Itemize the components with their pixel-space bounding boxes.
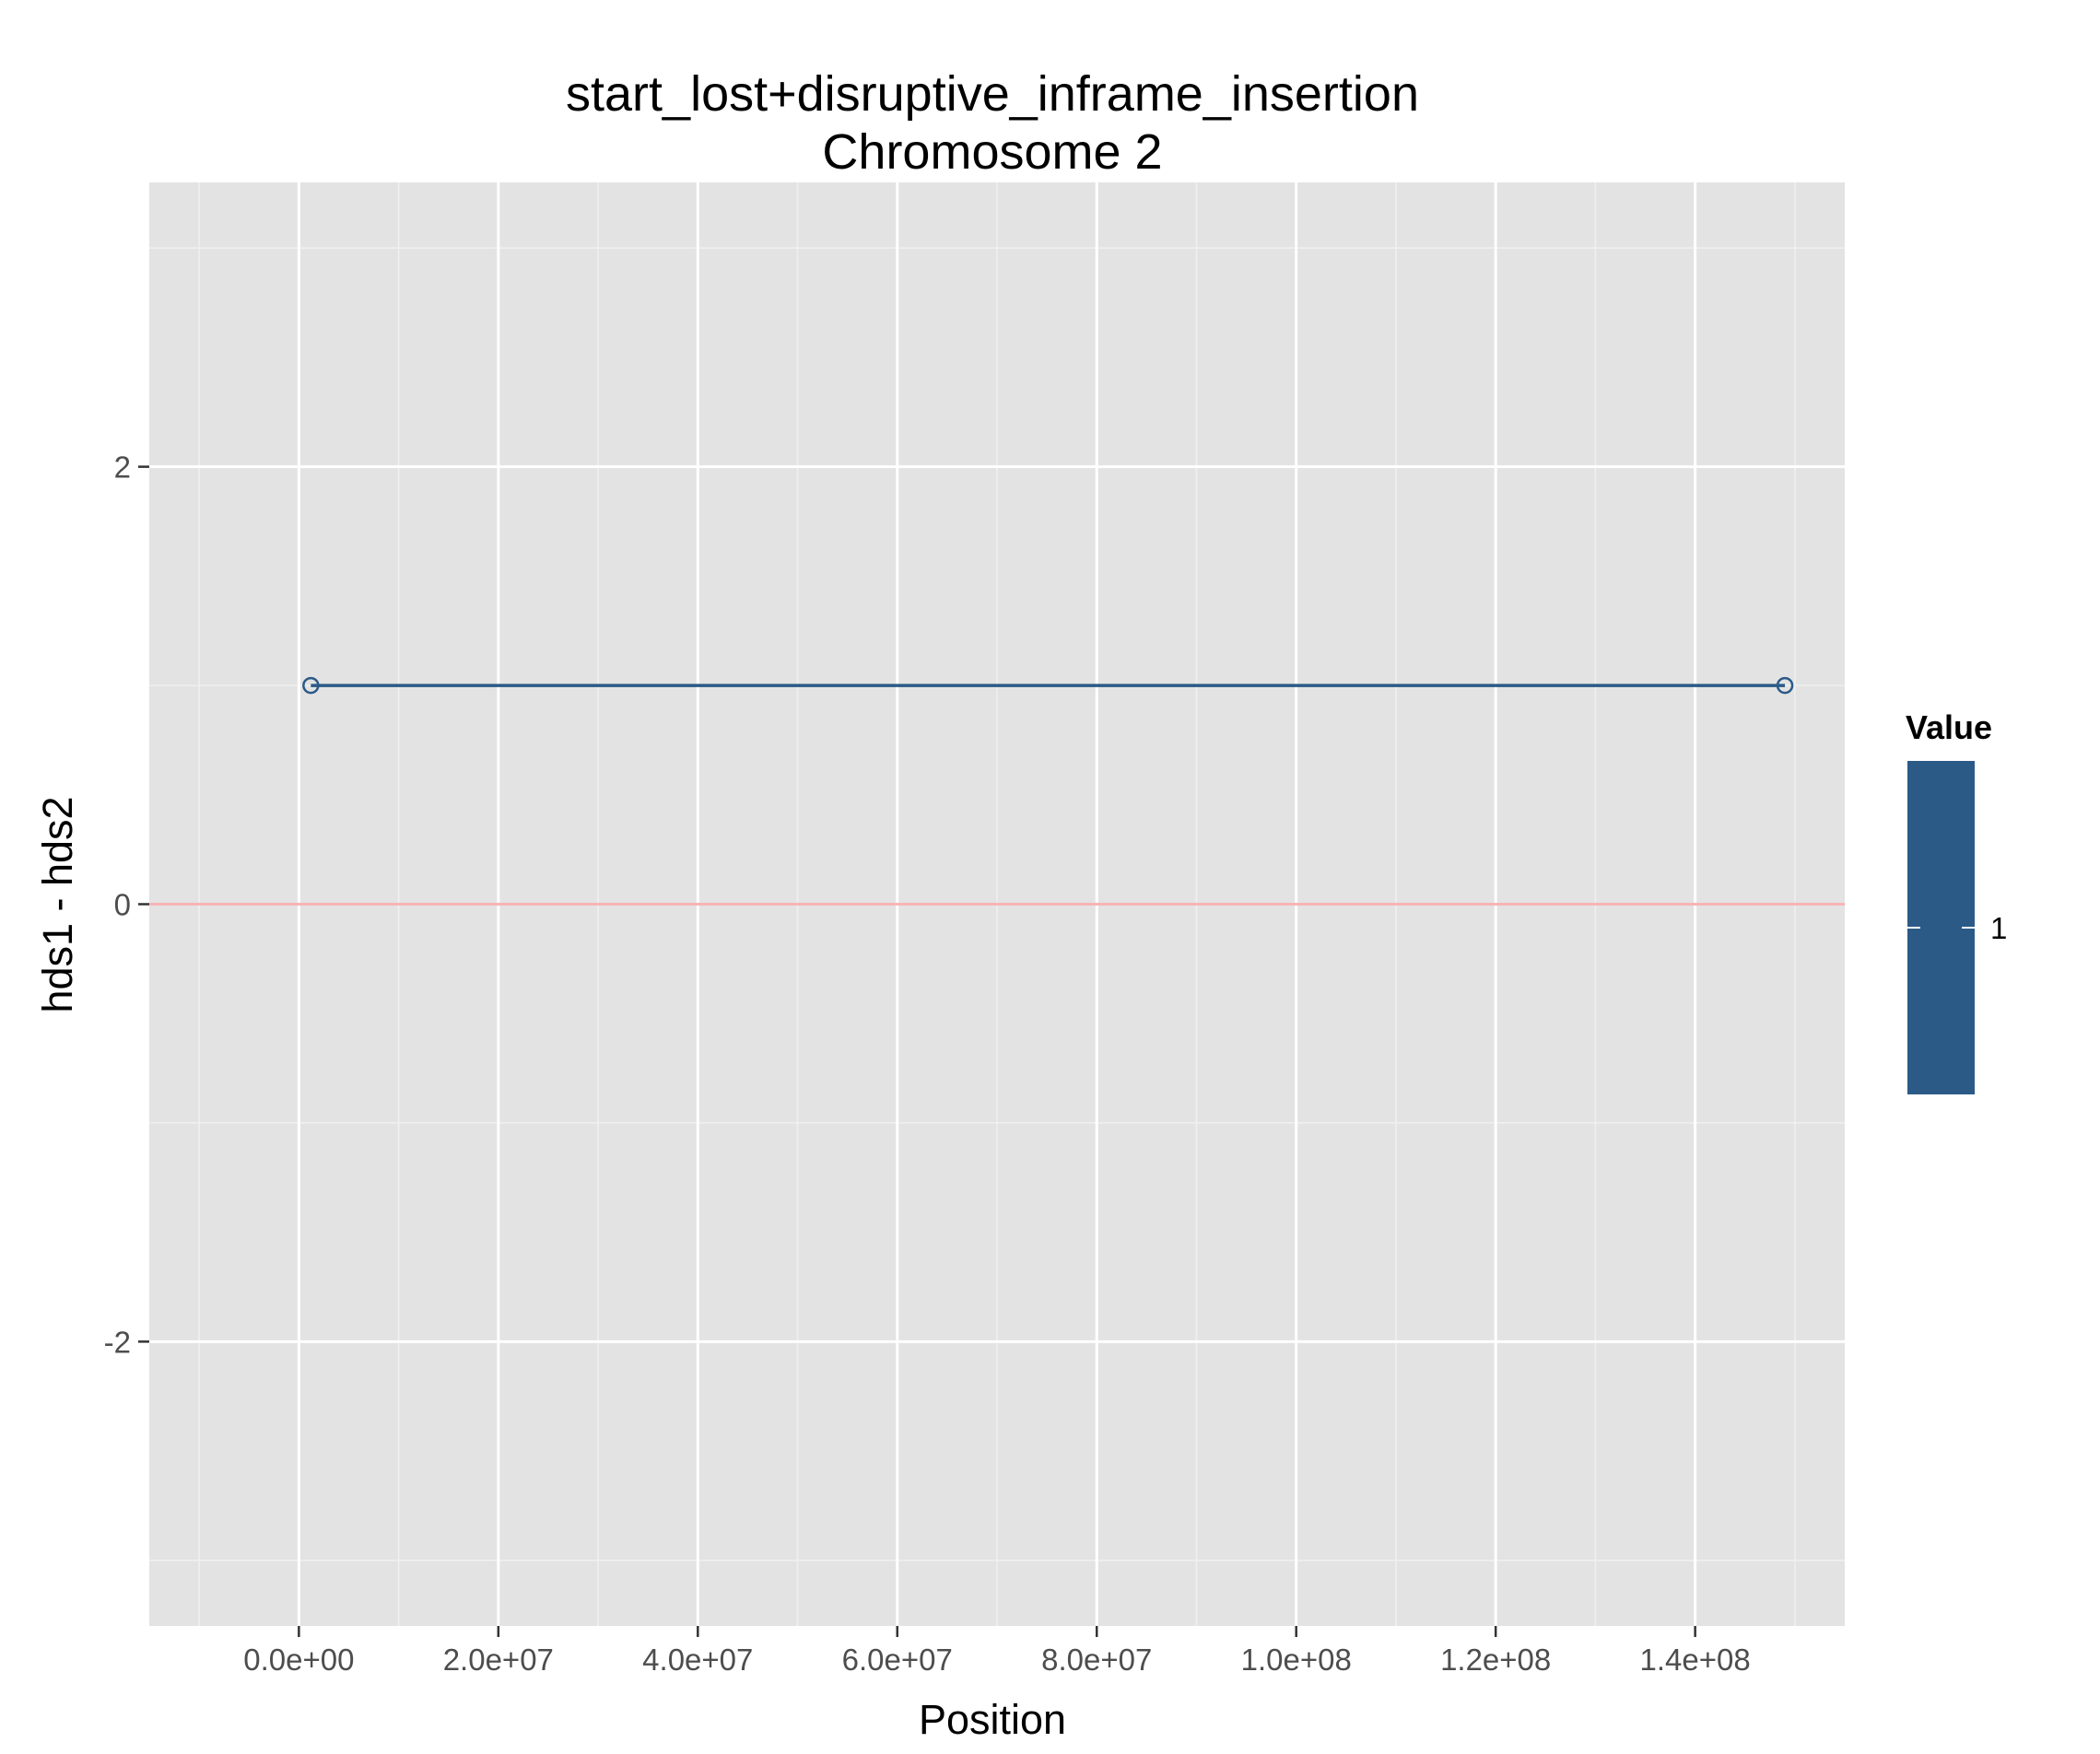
x-tick-label: 1.4e+08 <box>1640 1643 1751 1677</box>
x-tick-label: 6.0e+07 <box>842 1643 953 1677</box>
chart-title: start_lost+disruptive_inframe_insertion … <box>566 66 1419 180</box>
y-axis-title: hds1 - hds2 <box>34 796 81 1012</box>
x-axis: 0.0e+00 2.0e+07 4.0e+07 6.0e+07 8.0e+07 1.0e+… <box>243 1626 1751 1677</box>
y-tick-label: 2 <box>114 450 131 485</box>
x-tick-label: 1.0e+08 <box>1241 1643 1352 1677</box>
chart-title-line-1: start_lost+disruptive_inframe_insertion <box>566 66 1419 122</box>
legend: Value 1 <box>1906 708 2007 1094</box>
data-point <box>302 676 320 695</box>
y-tick-label: -2 <box>104 1325 131 1359</box>
x-tick-label: 0.0e+00 <box>243 1643 354 1677</box>
x-tick-label: 8.0e+07 <box>1041 1643 1152 1677</box>
chart-title-line-2: Chromosome 2 <box>822 124 1162 180</box>
x-tick-label: 4.0e+07 <box>642 1643 753 1677</box>
legend-label: 1 <box>1990 911 2007 945</box>
y-axis: 2 0 -2 <box>104 450 149 1359</box>
series-layer <box>302 676 1794 695</box>
data-point <box>1776 676 1794 695</box>
legend-title: Value <box>1906 708 1992 746</box>
x-tick-label: 1.2e+08 <box>1440 1643 1551 1677</box>
x-axis-title: Position <box>919 1696 1066 1743</box>
y-tick-label: 0 <box>114 888 131 922</box>
x-tick-label: 2.0e+07 <box>443 1643 554 1677</box>
